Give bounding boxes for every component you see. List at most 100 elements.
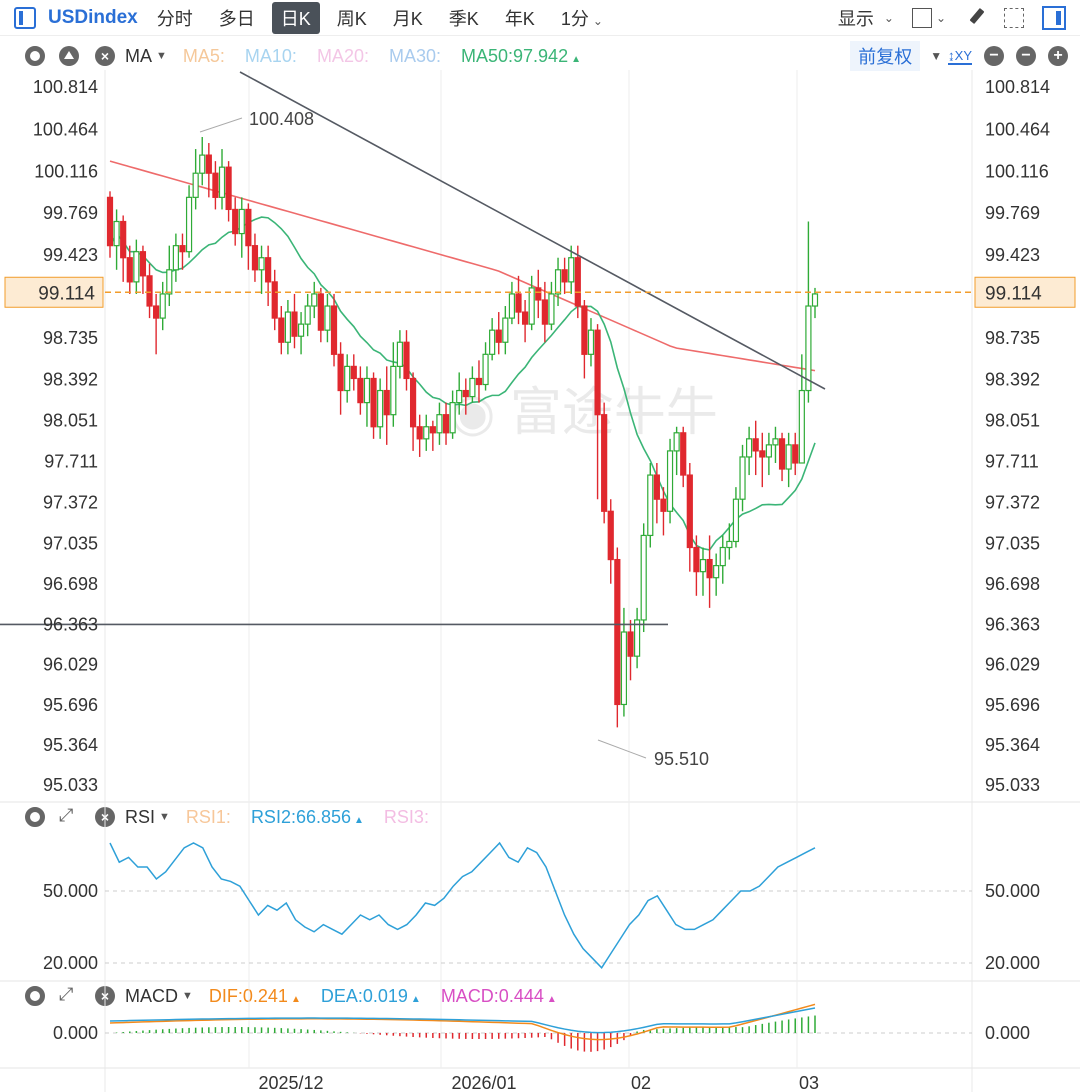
- gear-icon[interactable]: [25, 807, 45, 827]
- period-weekly[interactable]: 周K: [336, 8, 367, 29]
- price-tick-right: 95.033: [985, 775, 1040, 795]
- candle-body: [218, 166, 226, 198]
- candle-body: [416, 426, 423, 440]
- chevron-down-icon[interactable]: ⌄: [883, 11, 894, 25]
- candle-body: [726, 540, 733, 549]
- period-intraday[interactable]: 分时: [156, 8, 193, 29]
- candle-body: [357, 377, 364, 404]
- gear-icon[interactable]: [25, 986, 45, 1006]
- price-tick-right: 100.464: [985, 119, 1050, 139]
- price-tick-right: 98.051: [985, 411, 1040, 431]
- chevron-down-icon[interactable]: ▼: [156, 50, 167, 62]
- candle-body: [634, 619, 641, 657]
- period-multiday[interactable]: 多日: [218, 8, 255, 29]
- candle-body: [647, 474, 654, 537]
- candle-body: [561, 269, 568, 283]
- gear-icon[interactable]: [25, 46, 45, 66]
- candle-body: [232, 208, 239, 235]
- price-tick-left: 98.392: [43, 369, 98, 389]
- display-menu[interactable]: 显示: [837, 9, 874, 29]
- period-minute[interactable]: 1分 ⌄: [552, 2, 612, 34]
- candle-body: [377, 389, 384, 428]
- expand-icon[interactable]: [59, 984, 79, 1006]
- candle-body: [265, 257, 272, 283]
- ma10-value: MA10:: [244, 45, 297, 66]
- macd-legend: × MACD ▼ DIF:0.241▲ DEA:0.019▲ MACD:0.44…: [0, 981, 577, 1011]
- expand-icon[interactable]: [59, 805, 79, 827]
- indicator-name[interactable]: RSI: [125, 806, 156, 827]
- candle-body: [159, 293, 166, 319]
- adjust-menu[interactable]: 前复权: [850, 41, 921, 71]
- price-tick-left: 97.035: [43, 533, 98, 553]
- candle-body: [660, 498, 667, 512]
- xy-scale-icon[interactable]: ↨XY: [948, 47, 972, 65]
- candle-body: [106, 196, 114, 247]
- period-minute-label: 1分: [560, 8, 589, 29]
- high-marker-label: 100.408: [249, 109, 314, 129]
- close-icon[interactable]: ×: [95, 807, 115, 827]
- candle-body: [245, 208, 252, 247]
- price-tick-left: 95.364: [43, 735, 98, 755]
- period-yearly[interactable]: 年K: [504, 8, 535, 29]
- chevron-down-icon[interactable]: ▼: [182, 990, 193, 1002]
- zoom-out-icon[interactable]: −: [1016, 46, 1036, 66]
- close-icon[interactable]: ×: [95, 986, 115, 1006]
- x-tick-label: 02: [631, 1073, 651, 1092]
- period-monthly[interactable]: 月K: [392, 8, 423, 29]
- period-quarterly[interactable]: 季K: [448, 8, 479, 29]
- rsi-tick-right: 50.000: [985, 881, 1040, 901]
- side-panel-icon[interactable]: [1042, 6, 1066, 30]
- candle-body: [548, 293, 555, 325]
- candle-body: [739, 456, 746, 500]
- candle-body: [344, 365, 351, 392]
- close-icon[interactable]: ×: [95, 46, 115, 66]
- fullscreen-icon[interactable]: [1004, 8, 1024, 28]
- collapse-icon[interactable]: [59, 46, 79, 66]
- chevron-down-icon[interactable]: ▼: [930, 49, 943, 63]
- dif-value: DIF:0.241 ▲: [209, 986, 301, 1007]
- macd-label: MACD:0.444: [440, 985, 544, 1006]
- candle-body: [765, 444, 772, 458]
- draw-pen-icon[interactable]: [966, 8, 986, 28]
- candle-body: [680, 432, 687, 476]
- candle-body: [126, 257, 133, 283]
- rsi-legend: × RSI ▼ RSI1: RSI2:66.856▲ RSI3:: [0, 802, 449, 832]
- x-tick-label: 2026/01: [451, 1073, 516, 1092]
- period-daily[interactable]: 日K: [271, 1, 320, 34]
- price-tick-right: 100.814: [985, 77, 1050, 97]
- candle-body: [495, 329, 502, 343]
- chevron-down-icon[interactable]: ▼: [159, 811, 170, 823]
- candle-body: [396, 341, 404, 367]
- price-tick-left: 98.735: [43, 328, 98, 348]
- price-tick-left: 99.423: [43, 245, 98, 265]
- low-marker-label: 95.510: [654, 749, 709, 769]
- indicator-name[interactable]: MA: [125, 45, 152, 66]
- candle-body: [482, 353, 489, 386]
- top-toolbar: USDindex 分时 多日 日K 周K 月K 季K 年K 1分 ⌄ 显示 ⌄ ⌄: [0, 0, 1080, 36]
- symbol-name[interactable]: USDindex: [48, 6, 138, 28]
- rsi-tick-left: 20.000: [43, 953, 98, 973]
- candle-body: [515, 293, 522, 313]
- candle-body: [528, 287, 535, 325]
- price-tick-right: 99.769: [985, 203, 1040, 223]
- ma30-value: MA30:: [388, 45, 441, 66]
- candle-body: [225, 166, 232, 211]
- ma5-value: MA5:: [182, 45, 225, 66]
- candle-body: [370, 377, 377, 428]
- chevron-down-icon[interactable]: ⌄: [935, 11, 946, 25]
- candle-body: [521, 311, 529, 325]
- candle-body: [732, 498, 740, 543]
- candle-body: [508, 293, 516, 319]
- indicator-name[interactable]: MACD: [125, 985, 178, 1006]
- up-arrow-icon: ▲: [290, 993, 301, 1005]
- up-arrow-icon: ▲: [546, 993, 557, 1005]
- sidebar-toggle-icon[interactable]: [14, 6, 36, 29]
- layout-icon[interactable]: [911, 8, 932, 28]
- candle-body: [719, 546, 726, 567]
- minus-icon[interactable]: −: [984, 46, 1004, 66]
- candle-body: [205, 154, 212, 174]
- rsi-tick-right: 20.000: [985, 953, 1040, 973]
- up-arrow-icon: ▲: [571, 53, 581, 65]
- rsi1-value: RSI1:: [185, 806, 231, 827]
- zoom-in-icon[interactable]: +: [1048, 46, 1068, 66]
